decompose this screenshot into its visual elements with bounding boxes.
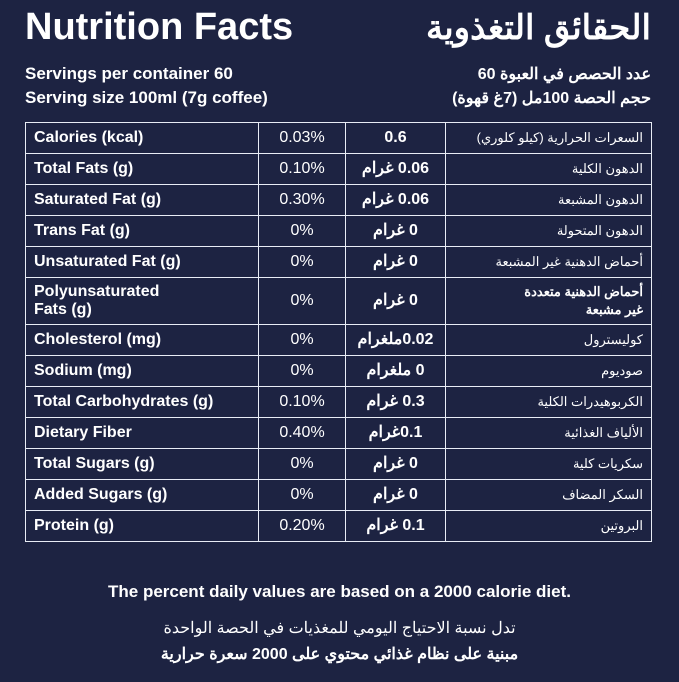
nutrient-name: Unsaturated Fat (g) xyxy=(25,246,259,278)
amount: 0.06 غرام xyxy=(345,184,446,216)
daily-percent: 0.40% xyxy=(258,417,346,449)
table-row: Total Carbohydrates (g) 0.10% 0.3 غرام الكر… xyxy=(25,386,652,418)
footnote-ar: تدل نسبة الاحتياج اليومي للمغذيات في الح… xyxy=(163,620,516,637)
serving-size-en: Serving size 100ml (7g coffee) xyxy=(25,88,268,107)
nutrient-name: Total Carbohydrates (g) xyxy=(25,386,259,418)
table-row: Unsaturated Fat (g) 0% 0 غرام أحماض الدهنية… xyxy=(25,246,652,278)
footnote-en: The percent daily values are based on a … xyxy=(108,582,571,601)
daily-percent: 0% xyxy=(258,277,346,325)
nutrient-name-ar: صوديوم xyxy=(445,355,652,387)
daily-percent: 0% xyxy=(258,355,346,387)
table-row: Trans Fat (g) 0% 0 غرام الدهون المتحولة xyxy=(25,215,652,247)
servings-en: Servings per container 60 xyxy=(25,64,233,83)
table-row: Polyunsaturated Fats (g) 0% 0 غرام أحماض ال… xyxy=(25,277,652,325)
nutrient-name-ar: كوليسترول xyxy=(445,324,652,356)
nutrient-name: Sodium (mg) xyxy=(25,355,259,387)
nutrient-name-ar: السعرات الحرارية (كيلو كلوري) xyxy=(445,122,652,154)
table-row: Dietary Fiber 0.40% 0.1غرام الألياف الغذائي… xyxy=(25,417,652,449)
nutrient-name-ar: أحماض الدهنية متعددة غير مشبعة xyxy=(445,277,652,325)
table-row: Total Fats (g) 0.10% 0.06 غرام الدهون الكلي… xyxy=(25,153,652,185)
footnote-ar: مبنية على نظام غذائي محتوي على 2000 سعرة… xyxy=(160,646,519,663)
nutrition-table: Calories (kcal) 0.03% 0.6 السعرات الحرارية … xyxy=(25,122,652,542)
nutrient-name-ar: الدهون الكلية xyxy=(445,153,652,185)
amount: 0 غرام xyxy=(345,479,446,511)
nutrient-name: Total Fats (g) xyxy=(25,153,259,185)
daily-percent: 0% xyxy=(258,246,346,278)
amount: 0 ملغرام xyxy=(345,355,446,387)
nutrient-name: Total Sugars (g) xyxy=(25,448,259,480)
title-en: Nutrition Facts xyxy=(25,6,294,48)
amount: 0 غرام xyxy=(345,448,446,480)
amount: 0.3 غرام xyxy=(345,386,446,418)
nutrient-name-ar: البروتين xyxy=(445,510,652,542)
table-row: Total Sugars (g) 0% 0 غرام سكريات كلية xyxy=(25,448,652,480)
nutrient-name: Dietary Fiber xyxy=(25,417,259,449)
daily-percent: 0.10% xyxy=(258,153,346,185)
nutrient-name: Cholesterol (mg) xyxy=(25,324,259,356)
nutrient-name-ar: سكريات كلية xyxy=(445,448,652,480)
serving-size-ar: حجم الحصة 100مل (7غ قهوة) xyxy=(452,90,651,107)
daily-percent: 0.03% xyxy=(258,122,346,154)
amount: 0.1غرام xyxy=(345,417,446,449)
nutrient-name-ar: السكر المضاف xyxy=(445,479,652,511)
daily-percent: 0% xyxy=(258,215,346,247)
nutrient-name-ar: الدهون المشبعة xyxy=(445,184,652,216)
amount: 0.06 غرام xyxy=(345,153,446,185)
nutrient-name-ar: أحماض الدهنية غير المشبعة xyxy=(445,246,652,278)
nutrient-name-ar: الألياف الغذائية xyxy=(445,417,652,449)
daily-percent: 0% xyxy=(258,448,346,480)
servings-ar: عدد الحصص في العبوة 60 xyxy=(477,66,651,83)
table-row: Saturated Fat (g) 0.30% 0.06 غرام الدهون ال… xyxy=(25,184,652,216)
daily-percent: 0.30% xyxy=(258,184,346,216)
amount: 0.6 xyxy=(345,122,446,154)
nutrient-name: Protein (g) xyxy=(25,510,259,542)
amount: 0 غرام xyxy=(345,277,446,325)
table-row: Added Sugars (g) 0% 0 غرام السكر المضاف xyxy=(25,479,652,511)
amount: 0 غرام xyxy=(345,215,446,247)
nutrient-name-ar: الكربوهيدرات الكلية xyxy=(445,386,652,418)
table-row: Calories (kcal) 0.03% 0.6 السعرات الحرارية … xyxy=(25,122,652,154)
nutrient-name: Calories (kcal) xyxy=(25,122,259,154)
nutrient-name: Trans Fat (g) xyxy=(25,215,259,247)
title-ar: الحقائق التغذوية xyxy=(425,9,651,47)
table-row: Cholesterol (mg) 0% 0.02ملغرام كوليسترول xyxy=(25,324,652,356)
amount: 0.02ملغرام xyxy=(345,324,446,356)
amount: 0.1 غرام xyxy=(345,510,446,542)
daily-percent: 0% xyxy=(258,324,346,356)
nutrient-name: Saturated Fat (g) xyxy=(25,184,259,216)
nutrient-name: Polyunsaturated Fats (g) xyxy=(25,277,259,325)
table-row: Sodium (mg) 0% 0 ملغرام صوديوم xyxy=(25,355,652,387)
table-row: Protein (g) 0.20% 0.1 غرام البروتين xyxy=(25,510,652,542)
daily-percent: 0.20% xyxy=(258,510,346,542)
nutrient-name-ar: الدهون المتحولة xyxy=(445,215,652,247)
daily-percent: 0% xyxy=(258,479,346,511)
amount: 0 غرام xyxy=(345,246,446,278)
daily-percent: 0.10% xyxy=(258,386,346,418)
nutrient-name: Added Sugars (g) xyxy=(25,479,259,511)
